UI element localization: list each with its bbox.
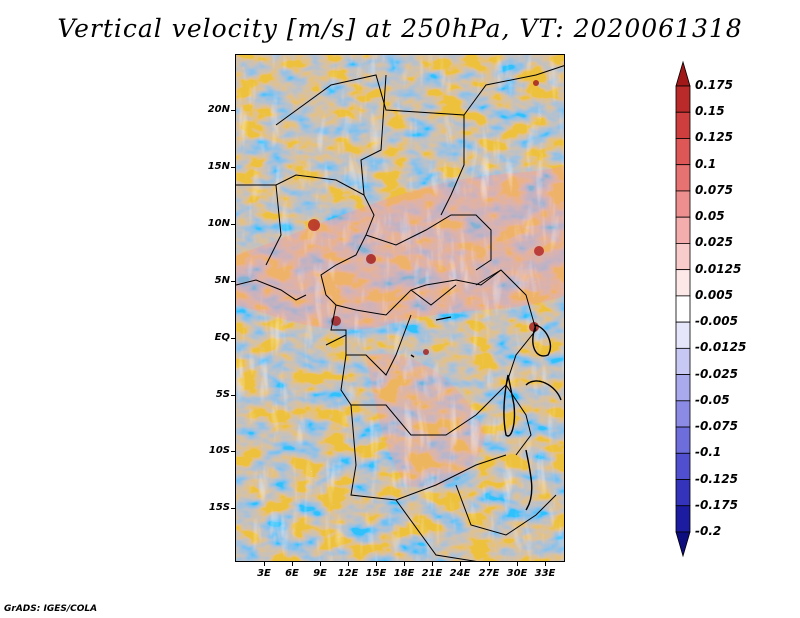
lat-tick: [231, 167, 235, 168]
lon-label-24e: 24E: [449, 568, 471, 579]
lat-tick: [231, 451, 235, 452]
lon-label-3e: 3E: [257, 568, 271, 579]
colorbar-label: 0.025: [695, 235, 733, 250]
lat-label-eq: EQ: [214, 332, 230, 343]
lat-tick: [231, 338, 235, 339]
colorbar-swatch: [675, 138, 691, 166]
lon-label-30e: 30E: [506, 568, 528, 579]
lon-tick: [460, 562, 461, 566]
colorbar-label: -0.175: [695, 497, 738, 512]
colorbar-label: 0.05: [695, 209, 725, 224]
colorbar-swatch: [675, 164, 691, 192]
lon-tick: [404, 562, 405, 566]
colorbar-swatch: [675, 374, 691, 402]
colorbar-swatch: [675, 452, 691, 480]
colorbar-swatch: [675, 400, 691, 428]
colorbar-label: 0.125: [695, 130, 733, 145]
lon-label-12e: 12E: [337, 568, 359, 579]
lon-tick: [489, 562, 490, 566]
colorbar-swatch: [675, 111, 691, 139]
lon-tick: [545, 562, 546, 566]
colorbar-label: 0.1: [695, 156, 717, 171]
chart-title: Vertical velocity [m/s] at 250hPa, VT: 2…: [57, 14, 743, 43]
lon-label-27e: 27E: [478, 568, 500, 579]
lon-tick: [320, 562, 321, 566]
lat-tick: [231, 110, 235, 111]
colorbar-label: 0.0125: [695, 261, 742, 276]
lat-label-10s: 10S: [208, 445, 230, 456]
colorbar-label: -0.2: [695, 524, 722, 538]
lat-label-5s: 5S: [215, 389, 230, 400]
lon-label-33e: 33E: [534, 568, 556, 579]
colorbar-swatch: [675, 243, 691, 271]
lon-tick: [517, 562, 518, 566]
colorbar-swatch: [675, 426, 691, 454]
colorbar-swatch: [675, 479, 691, 507]
lon-tick: [264, 562, 265, 566]
colorbar-swatch: [675, 505, 691, 533]
colorbar-label: -0.1: [695, 445, 722, 460]
lon-label-21e: 21E: [421, 568, 443, 579]
colorbar-label: -0.0125: [695, 340, 747, 355]
lon-label-15e: 15E: [365, 568, 387, 579]
lon-label-6e: 6E: [285, 568, 299, 579]
colorbar-arrow-top: [675, 60, 691, 87]
lat-label-20n: 20N: [207, 104, 230, 115]
lat-tick: [231, 281, 235, 282]
colorbar-swatch: [675, 216, 691, 244]
colorbar-swatch: [675, 85, 691, 113]
colorbar-label: -0.125: [695, 471, 738, 486]
lat-tick: [231, 395, 235, 396]
colorbar-swatch: [675, 190, 691, 218]
colorbar-swatch: [675, 269, 691, 297]
lat-tick: [231, 508, 235, 509]
lat-label-10n: 10N: [207, 218, 230, 229]
colorbar-label: -0.025: [695, 366, 738, 381]
colorbar-label: 0.175: [695, 78, 733, 92]
colorbar-swatch: [675, 295, 691, 323]
vertical-velocity-field: [236, 55, 564, 561]
colorbar-label: -0.05: [695, 392, 730, 407]
lon-tick: [376, 562, 377, 566]
lat-label-5n: 5N: [214, 275, 230, 286]
lat-label-15s: 15S: [208, 502, 230, 513]
colorbar-label: -0.005: [695, 314, 738, 329]
lon-label-18e: 18E: [393, 568, 415, 579]
colorbar-swatch: [675, 347, 691, 375]
colorbar-label: -0.075: [695, 419, 738, 434]
lon-tick: [348, 562, 349, 566]
lon-label-9e: 9E: [313, 568, 327, 579]
colorbar-label: 0.15: [695, 104, 725, 119]
map-panel: [235, 54, 565, 562]
lat-tick: [231, 224, 235, 225]
lon-tick: [432, 562, 433, 566]
credit-text: GrADS: IGES/COLA: [4, 604, 98, 614]
colorbar-arrow-bottom: [675, 531, 691, 558]
lat-label-15n: 15N: [207, 161, 230, 172]
colorbar-label: 0.005: [695, 287, 733, 302]
colorbar-label: 0.075: [695, 182, 733, 197]
lon-tick: [292, 562, 293, 566]
colorbar-swatch: [675, 321, 691, 349]
